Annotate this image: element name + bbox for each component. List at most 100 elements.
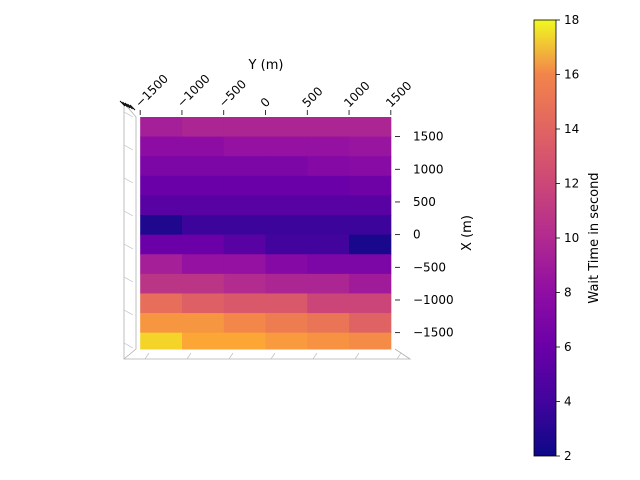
heatmap-cell [307, 117, 350, 138]
heatmap-cell [223, 215, 266, 236]
pane-tick [123, 342, 134, 349]
heatmap-cell [265, 136, 308, 157]
heatmap-cell [349, 313, 392, 334]
heatmap-cell [181, 293, 225, 314]
heatmap-cell [307, 293, 350, 314]
top-tick-label: 1500 [383, 79, 414, 110]
heatmap-cell [307, 254, 350, 275]
heatmap-cell [223, 313, 266, 334]
heatmap-cell [349, 273, 392, 294]
right-tick-label: 500 [413, 195, 436, 209]
heatmap-cell [140, 254, 183, 275]
axes-3d-frame [119, 100, 412, 360]
pane-tick [123, 243, 134, 250]
pane-tick [123, 276, 134, 283]
corner-tick [122, 101, 128, 108]
heatmap-cell [223, 293, 266, 314]
heatmap-cell [349, 136, 392, 157]
heatmap-cells [140, 117, 392, 350]
pane-tick [123, 210, 134, 217]
heatmap-cell [349, 195, 392, 216]
heatmap-cell [140, 175, 183, 196]
heatmap-cell [223, 254, 266, 275]
colorbar-label: Wait Time in second [587, 172, 602, 303]
pane-edge-bottom [123, 103, 412, 360]
colorbar-ticks: 2 4 6 8 10 12 14 16 18 [556, 13, 579, 463]
heatmap-cell [349, 175, 392, 196]
colorbar-tick-label: 10 [564, 231, 579, 245]
heatmap-cell [349, 156, 392, 177]
top-tick-label: 500 [299, 84, 325, 110]
pane-tick [123, 309, 134, 316]
top-tick-label: −500 [216, 77, 249, 110]
right-axis-label: X (m) [460, 215, 475, 251]
heatmap-cell [307, 136, 350, 157]
x-axis-ticks-right: 1500 1000 500 0 −500 −1000 −1500 [395, 130, 454, 340]
heatmap-cell [265, 313, 308, 334]
heatmap-cell [265, 175, 308, 196]
top-tick-label: −1500 [132, 72, 171, 111]
top-tick-label: 1000 [341, 79, 372, 110]
heatmap-cell [349, 293, 392, 314]
heatmap-cell [223, 156, 266, 177]
corner-tick [124, 102, 131, 109]
pane-tick [123, 144, 134, 151]
heatmap-cell [181, 136, 225, 157]
colorbar-tick-label: 18 [564, 13, 579, 27]
pane-tick [186, 352, 192, 360]
heatmap-cell [140, 313, 183, 334]
heatmap-cell [349, 254, 392, 275]
heatmap-cell [265, 293, 308, 314]
pane-tick [396, 352, 402, 360]
pane-tick [312, 352, 318, 360]
heatmap-cell [181, 313, 225, 334]
right-tick-label: 1000 [413, 162, 444, 176]
heatmap-cell [349, 117, 392, 138]
heatmap-cell [349, 215, 392, 236]
heatmap-cell [140, 195, 183, 216]
heatmap-cell [265, 195, 308, 216]
heatmap-cell [265, 273, 308, 294]
heatmap-cell [307, 156, 350, 177]
heatmap-cell [140, 273, 183, 294]
colorbar-tick-label: 8 [564, 286, 572, 300]
heatmap-cell [140, 136, 183, 157]
colorbar [533, 19, 557, 457]
pane-edge-left [123, 102, 137, 360]
pane-tick [228, 352, 234, 360]
heatmap-cell [140, 117, 183, 138]
heatmap-cell [307, 313, 350, 334]
heatmap-cell [307, 195, 350, 216]
pane-tick [270, 352, 276, 360]
right-tick-label: −1500 [413, 326, 454, 340]
heatmap-cell [265, 234, 308, 255]
heatmap-cell [307, 234, 350, 255]
heatmap-cell [265, 254, 308, 275]
heatmap-cell [181, 332, 225, 350]
heatmap-cell [223, 195, 266, 216]
heatmap-cell [140, 156, 183, 177]
heatmap-cell [223, 136, 266, 157]
pane-tick [354, 352, 360, 360]
heatmap-cell [181, 175, 225, 196]
top-tick-label: −1000 [174, 72, 213, 111]
corner-tick [127, 103, 133, 110]
heatmap-cell [223, 332, 266, 350]
heatmap-cell [181, 215, 225, 236]
heatmap-cell [223, 175, 266, 196]
top-axis-label: Y (m) [248, 58, 284, 73]
heatmap-cell [265, 117, 308, 138]
corner-tick [119, 100, 126, 107]
heatmap-cell [307, 215, 350, 236]
colorbar-tick-label: 4 [564, 395, 572, 409]
heatmap-cell [307, 273, 350, 294]
right-tick-label: −500 [413, 260, 446, 274]
top-tick-label: 0 [258, 95, 273, 110]
heatmap-cell [140, 332, 183, 350]
colorbar-tick-label: 14 [564, 122, 579, 136]
heatmap-cell [181, 234, 225, 255]
corner-tick [129, 104, 136, 111]
heatmap-cell [265, 332, 308, 350]
heatmap-cell [181, 195, 225, 216]
colorbar-tick-label: 16 [564, 68, 579, 82]
